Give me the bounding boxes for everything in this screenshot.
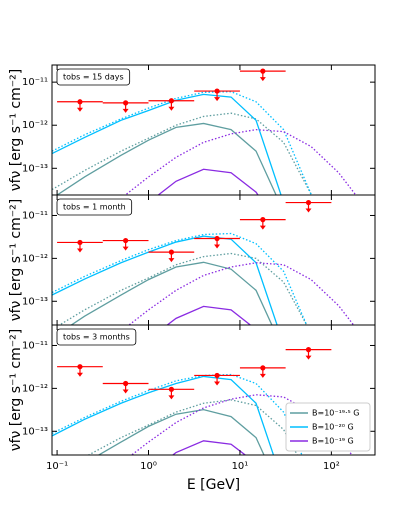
- upper-limit-head: [76, 248, 83, 253]
- model-curve: [166, 305, 252, 325]
- legend-label: B=10⁻²⁰ G: [312, 423, 354, 432]
- upper-limit-head: [259, 77, 266, 82]
- legend-label: B=10⁻¹⁹·⁵ G: [312, 409, 360, 418]
- annotation-box: [56, 198, 133, 216]
- upper-limit-head: [259, 225, 266, 230]
- annotation-box: [56, 328, 137, 346]
- data-point: [77, 99, 83, 105]
- upper-limit-head: [76, 372, 83, 377]
- upper-limit-head: [122, 108, 129, 113]
- y-tick-label: 10⁻¹¹: [22, 340, 48, 351]
- x-tick-label: 10¹: [232, 461, 249, 472]
- y-tick-label: 10⁻¹³: [22, 426, 48, 437]
- legend-label: B=10⁻¹⁹ G: [312, 437, 354, 446]
- model-curve: [52, 232, 308, 325]
- x-tick-label: 10²: [323, 461, 340, 472]
- data-point: [168, 98, 175, 104]
- upper-limit-head: [305, 208, 312, 213]
- model-curve: [70, 261, 273, 325]
- panel-frame: [51, 324, 376, 456]
- y-tick-label: 10⁻¹²: [22, 253, 48, 264]
- x-axis-label: E [GeV]: [187, 477, 240, 493]
- data-point: [77, 239, 83, 246]
- upper-limit-head: [214, 244, 221, 249]
- upper-limit-head: [76, 107, 83, 112]
- data-point: [168, 386, 175, 392]
- upper-limit-head: [168, 395, 175, 400]
- upper-limit-head: [168, 106, 175, 111]
- model-curve: [55, 122, 277, 195]
- upper-limit-head: [122, 389, 129, 394]
- data-point: [123, 100, 129, 106]
- y-tick-label: 10⁻¹³: [22, 163, 48, 174]
- data-point: [214, 88, 220, 94]
- legend-box: [285, 402, 371, 452]
- data-point: [260, 68, 266, 74]
- data-point: [123, 380, 129, 387]
- annotation: tobs = 15 days: [63, 73, 124, 82]
- model-curve: [52, 112, 312, 195]
- model-curve: [52, 375, 275, 455]
- data-point: [260, 217, 266, 223]
- y-tick-label: 10⁻¹¹: [22, 77, 48, 88]
- x-tick-label: 10⁻¹: [46, 461, 68, 472]
- y-axis-label: νfν [erg s⁻¹ cm⁻²]: [8, 329, 24, 452]
- y-tick-label: 10⁻¹²: [22, 120, 48, 131]
- upper-limit-head: [305, 355, 312, 360]
- model-curve: [52, 373, 303, 455]
- annotation-box: [56, 68, 131, 86]
- data-point: [305, 347, 312, 353]
- data-point: [214, 235, 220, 242]
- model-curve: [87, 399, 299, 455]
- model-curve: [157, 168, 259, 195]
- data-point: [168, 249, 175, 255]
- model-curve: [97, 408, 265, 455]
- data-point: [214, 372, 220, 379]
- annotation: tobs = 1 month: [63, 203, 126, 212]
- upper-limit-head: [214, 97, 221, 102]
- y-tick-label: 10⁻¹³: [22, 296, 48, 307]
- model-curve: [52, 235, 278, 325]
- plot-area: [52, 232, 355, 325]
- data-point: [123, 237, 129, 244]
- y-tick-label: 10⁻¹¹: [22, 210, 48, 221]
- upper-limit-head: [214, 381, 221, 386]
- upper-limit-head: [259, 373, 266, 378]
- y-axis-label: νfν [erg s⁻¹ cm⁻²]: [8, 69, 24, 192]
- y-tick-label: 10⁻¹²: [22, 383, 48, 394]
- y-axis-label: νfν [erg s⁻¹ cm⁻²]: [8, 199, 24, 322]
- model-curve: [128, 262, 355, 325]
- data-point: [305, 199, 312, 206]
- model-curve: [58, 252, 308, 325]
- upper-limit-head: [168, 258, 175, 263]
- annotation: tobs = 3 months: [63, 333, 130, 342]
- model-curve: [171, 440, 247, 455]
- data-point: [260, 365, 266, 371]
- x-tick-label: 10⁰: [140, 461, 157, 472]
- data-point: [77, 364, 83, 370]
- model-curve: [124, 128, 357, 195]
- model-curve: [52, 91, 312, 195]
- upper-limit-head: [122, 246, 129, 251]
